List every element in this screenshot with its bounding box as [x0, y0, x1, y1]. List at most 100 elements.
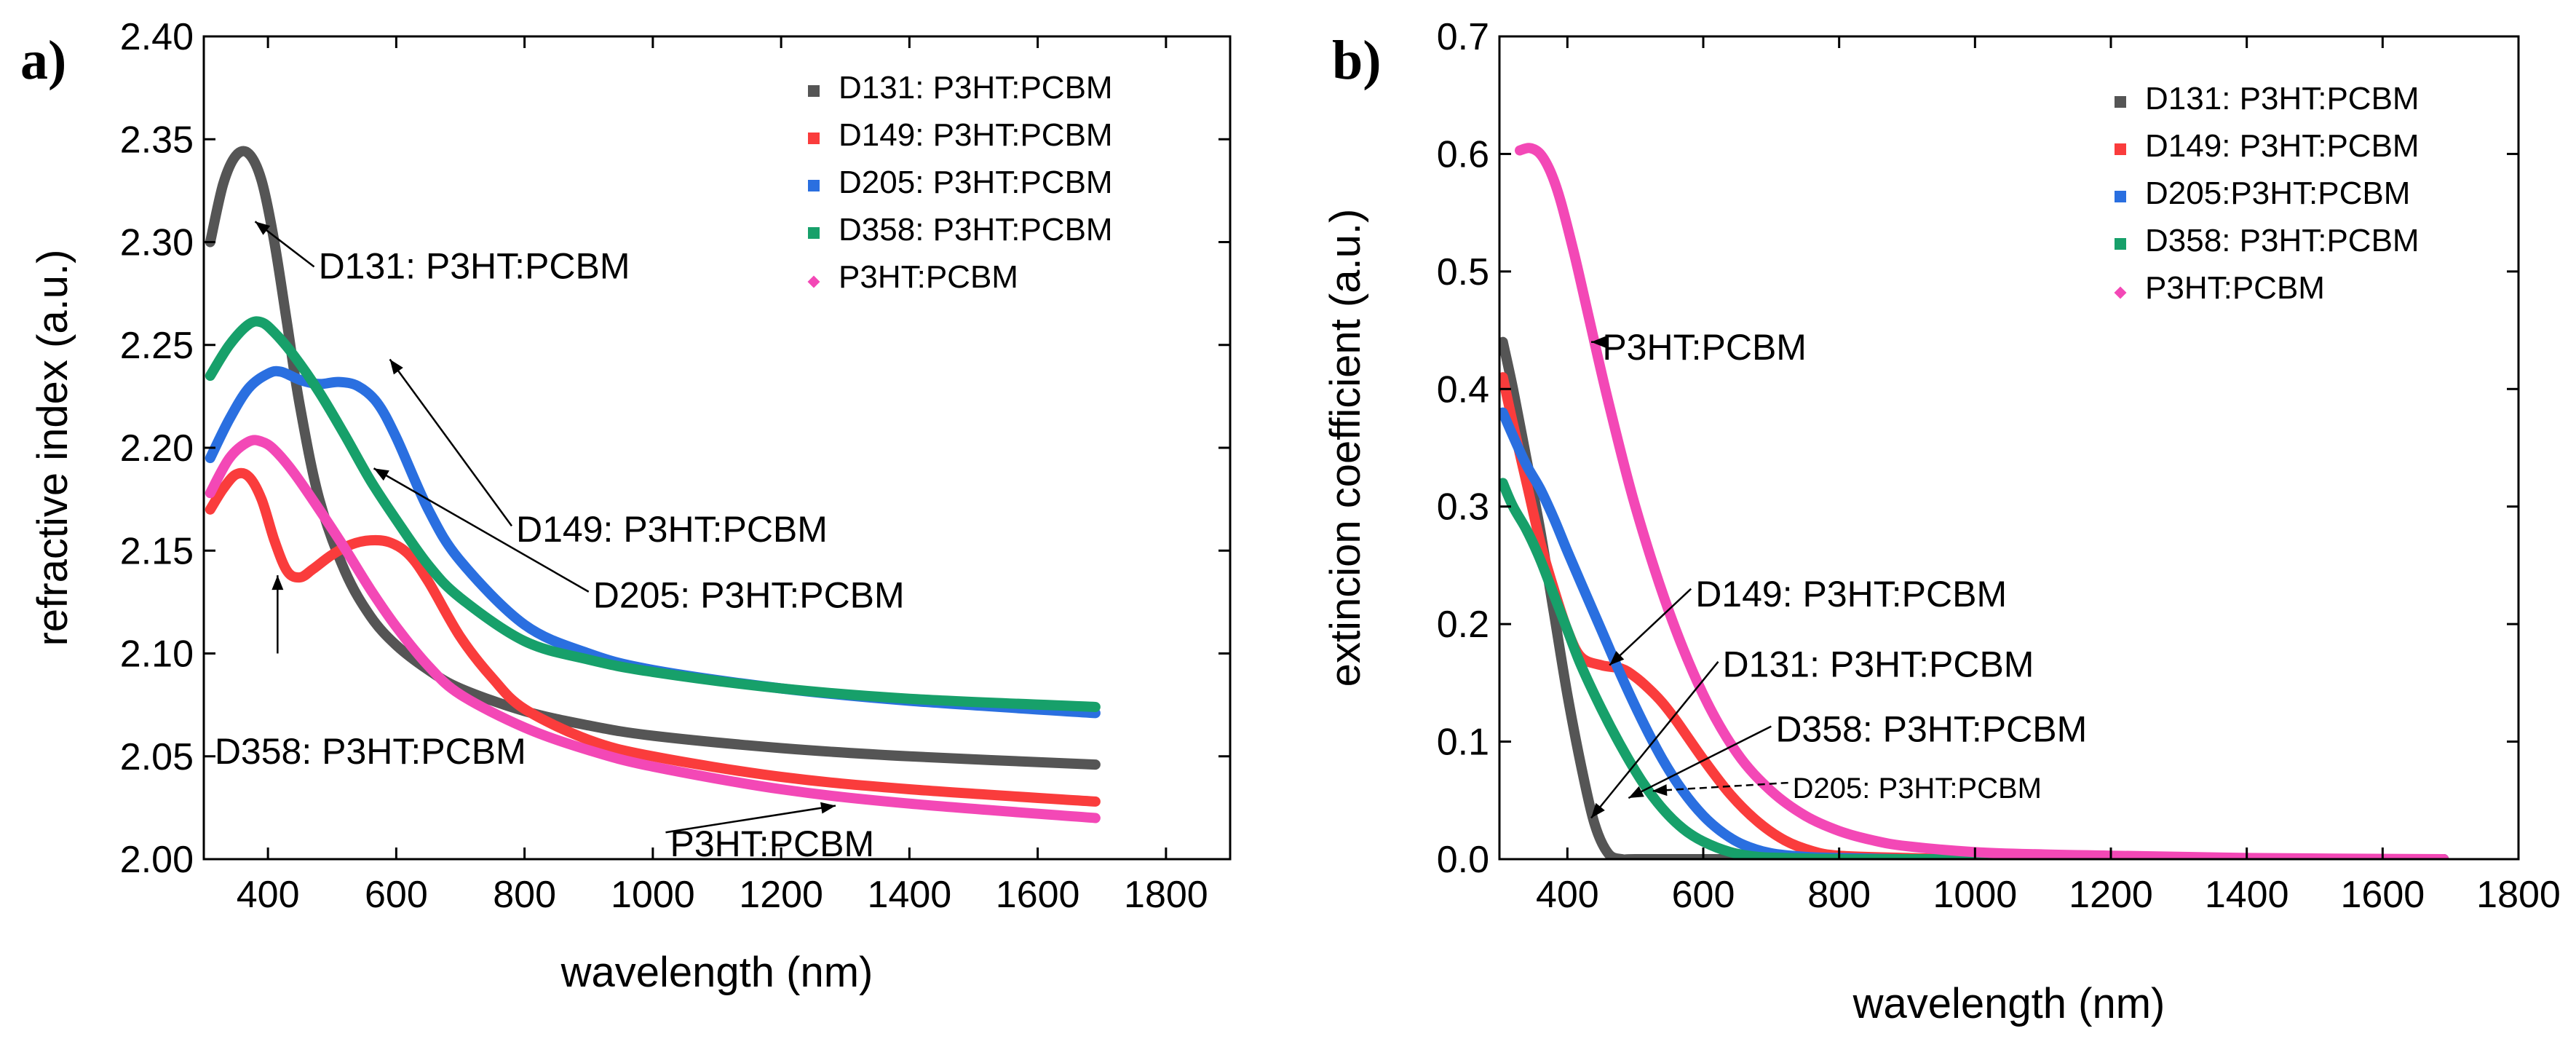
plot-frame [1498, 35, 2520, 861]
annotation-arrowhead [1652, 784, 1668, 797]
y-tick-label: 0.5 [1437, 251, 1489, 293]
x-tick-label: 400 [237, 874, 300, 916]
annotation-arrowhead [373, 468, 389, 481]
legend-label: D358: P3HT:PCBM [839, 212, 1113, 248]
annotation-label: D358: P3HT:PCBM [215, 731, 526, 772]
annotation-arrow [665, 805, 836, 834]
y-tick-label: 0.1 [1437, 722, 1489, 764]
x-tick-label: 600 [1672, 874, 1735, 916]
series-line-5 [1515, 143, 2449, 859]
legend-marker [2115, 238, 2126, 250]
y-tick-label: 2.00 [120, 839, 194, 881]
x-tick-label: 800 [493, 874, 556, 916]
y-tick-label: 0.4 [1437, 368, 1489, 411]
chart-panel-b: b) 0.0 0.1 0.2 0.3 0.4 0.5 0.6 0.7 400 600 800 1000 1… [1322, 16, 2561, 1027]
series-line-3 [1499, 407, 2449, 859]
y-tick-label: 2.30 [120, 222, 194, 264]
annotation-label: D149: P3HT:PCBM [1695, 574, 2007, 615]
y-tick-label: 2.35 [120, 119, 194, 161]
y-tick-label: 0.2 [1437, 604, 1489, 646]
annotations: P3HT:PCBM D149: P3HT:PCBM D131: P3HT:PCBM D… [1590, 327, 2087, 819]
annotation-arrowhead [255, 221, 271, 235]
x-tick-label: 1200 [2069, 874, 2153, 916]
legend-label: D149: P3HT:PCBM [2145, 128, 2420, 164]
annotation-arrow [1590, 661, 1719, 819]
series-group [1499, 143, 2449, 859]
legend-marker [2114, 286, 2127, 299]
x-tick-label: 800 [1807, 874, 1871, 916]
panel-label: b) [1332, 30, 1382, 91]
annotation-label: D358: P3HT:PCBM [1775, 708, 2087, 749]
y-tick-label: 2.20 [120, 427, 194, 470]
series-group [205, 146, 1101, 823]
x-tick-label: 1000 [1933, 874, 2017, 916]
annotation-arrowhead [820, 802, 836, 814]
x-tick-label: 400 [1536, 874, 1599, 916]
legend-marker [808, 133, 820, 144]
y-tick-label: 0.0 [1437, 839, 1489, 881]
x-axis-title: wavelength (nm) [560, 949, 873, 996]
legend-label: P3HT:PCBM [2145, 270, 2325, 306]
chart-panel-a: a) 2.00 2.05 2.10 2.15 2.20 2.25 2.30 2.35 2.40 40… [20, 16, 1232, 996]
legend-label: D205:P3HT:PCBM [2145, 175, 2410, 211]
legend-marker [2115, 96, 2126, 108]
y-axis-title: extincion coefficient (a.u.) [1322, 209, 1369, 687]
y-tick-label: 0.7 [1437, 16, 1489, 58]
annotation-label: D131: P3HT:PCBM [319, 245, 630, 286]
y-tick-label: 2.25 [120, 325, 194, 367]
annotation-label: P3HT:PCBM [1602, 327, 1807, 368]
x-tick-label: 1600 [2340, 874, 2425, 916]
legend-marker [808, 180, 820, 191]
y-axis-title: refractive index (a.u.) [29, 250, 76, 647]
legend-label: D358: P3HT:PCBM [2145, 223, 2420, 258]
x-tick-label: 1800 [1124, 874, 1208, 916]
legend-label: P3HT:PCBM [839, 259, 1018, 295]
y-tick-label: 2.40 [120, 16, 194, 58]
legend-label: D131: P3HT:PCBM [2145, 81, 2420, 116]
legend-label: D205: P3HT:PCBM [839, 165, 1113, 200]
annotation-arrow [1628, 725, 1772, 799]
annotation-arrow [389, 358, 513, 527]
series-line-1 [205, 146, 1101, 770]
legend-marker [808, 85, 820, 97]
annotation-arrowhead [272, 575, 284, 590]
y-tick-label: 2.05 [120, 736, 194, 778]
x-tick-label: 600 [365, 874, 428, 916]
legend-marker [2115, 143, 2126, 155]
y-tick-label: 0.3 [1437, 486, 1489, 529]
series-line-4 [1499, 478, 2449, 859]
panel-label: a) [20, 30, 66, 91]
annotation-arrowhead [1591, 802, 1605, 818]
x-tick-label: 1400 [2205, 874, 2289, 916]
y-tick-label: 0.6 [1437, 133, 1489, 175]
x-tick-label: 1800 [2476, 874, 2561, 916]
annotation-label: D131: P3HT:PCBM [1723, 644, 2034, 685]
series-line-5 [205, 435, 1101, 823]
annotation-label: P3HT:PCBM [670, 823, 875, 864]
series-line-4 [205, 316, 1101, 712]
annotation-arrow [373, 467, 590, 593]
legend: D131: P3HT:PCBM D149: P3HT:PCBM D205: P3HT… [807, 70, 1113, 295]
legend-marker [808, 227, 820, 239]
annotation-arrowhead [1591, 336, 1606, 348]
annotation-arrowhead [1609, 651, 1625, 665]
x-axis-title: wavelength (nm) [1852, 980, 2165, 1027]
annotation-label: D205: P3HT:PCBM [593, 574, 905, 615]
y-tick-label: 2.10 [120, 633, 194, 676]
annotation-arrowhead [389, 359, 403, 375]
legend: D131: P3HT:PCBM D149: P3HT:PCBM D205:P3HT:… [2114, 81, 2420, 306]
legend-marker [2115, 191, 2126, 202]
legend-label: D131: P3HT:PCBM [839, 70, 1113, 106]
annotation-arrow [1609, 588, 1692, 666]
annotations: D131: P3HT:PCBM D149: P3HT:PCBM D205: P3HT… [215, 221, 905, 864]
y-tick-label: 2.15 [120, 530, 194, 572]
series-line-2 [205, 467, 1101, 807]
legend-marker [807, 275, 820, 288]
x-tick-label: 1000 [611, 874, 695, 916]
x-tick-label: 1200 [739, 874, 823, 916]
annotation-label: D149: P3HT:PCBM [516, 509, 828, 550]
legend-label: D149: P3HT:PCBM [839, 117, 1113, 153]
x-tick-label: 1400 [868, 874, 952, 916]
annotation-arrowhead [1628, 786, 1644, 799]
